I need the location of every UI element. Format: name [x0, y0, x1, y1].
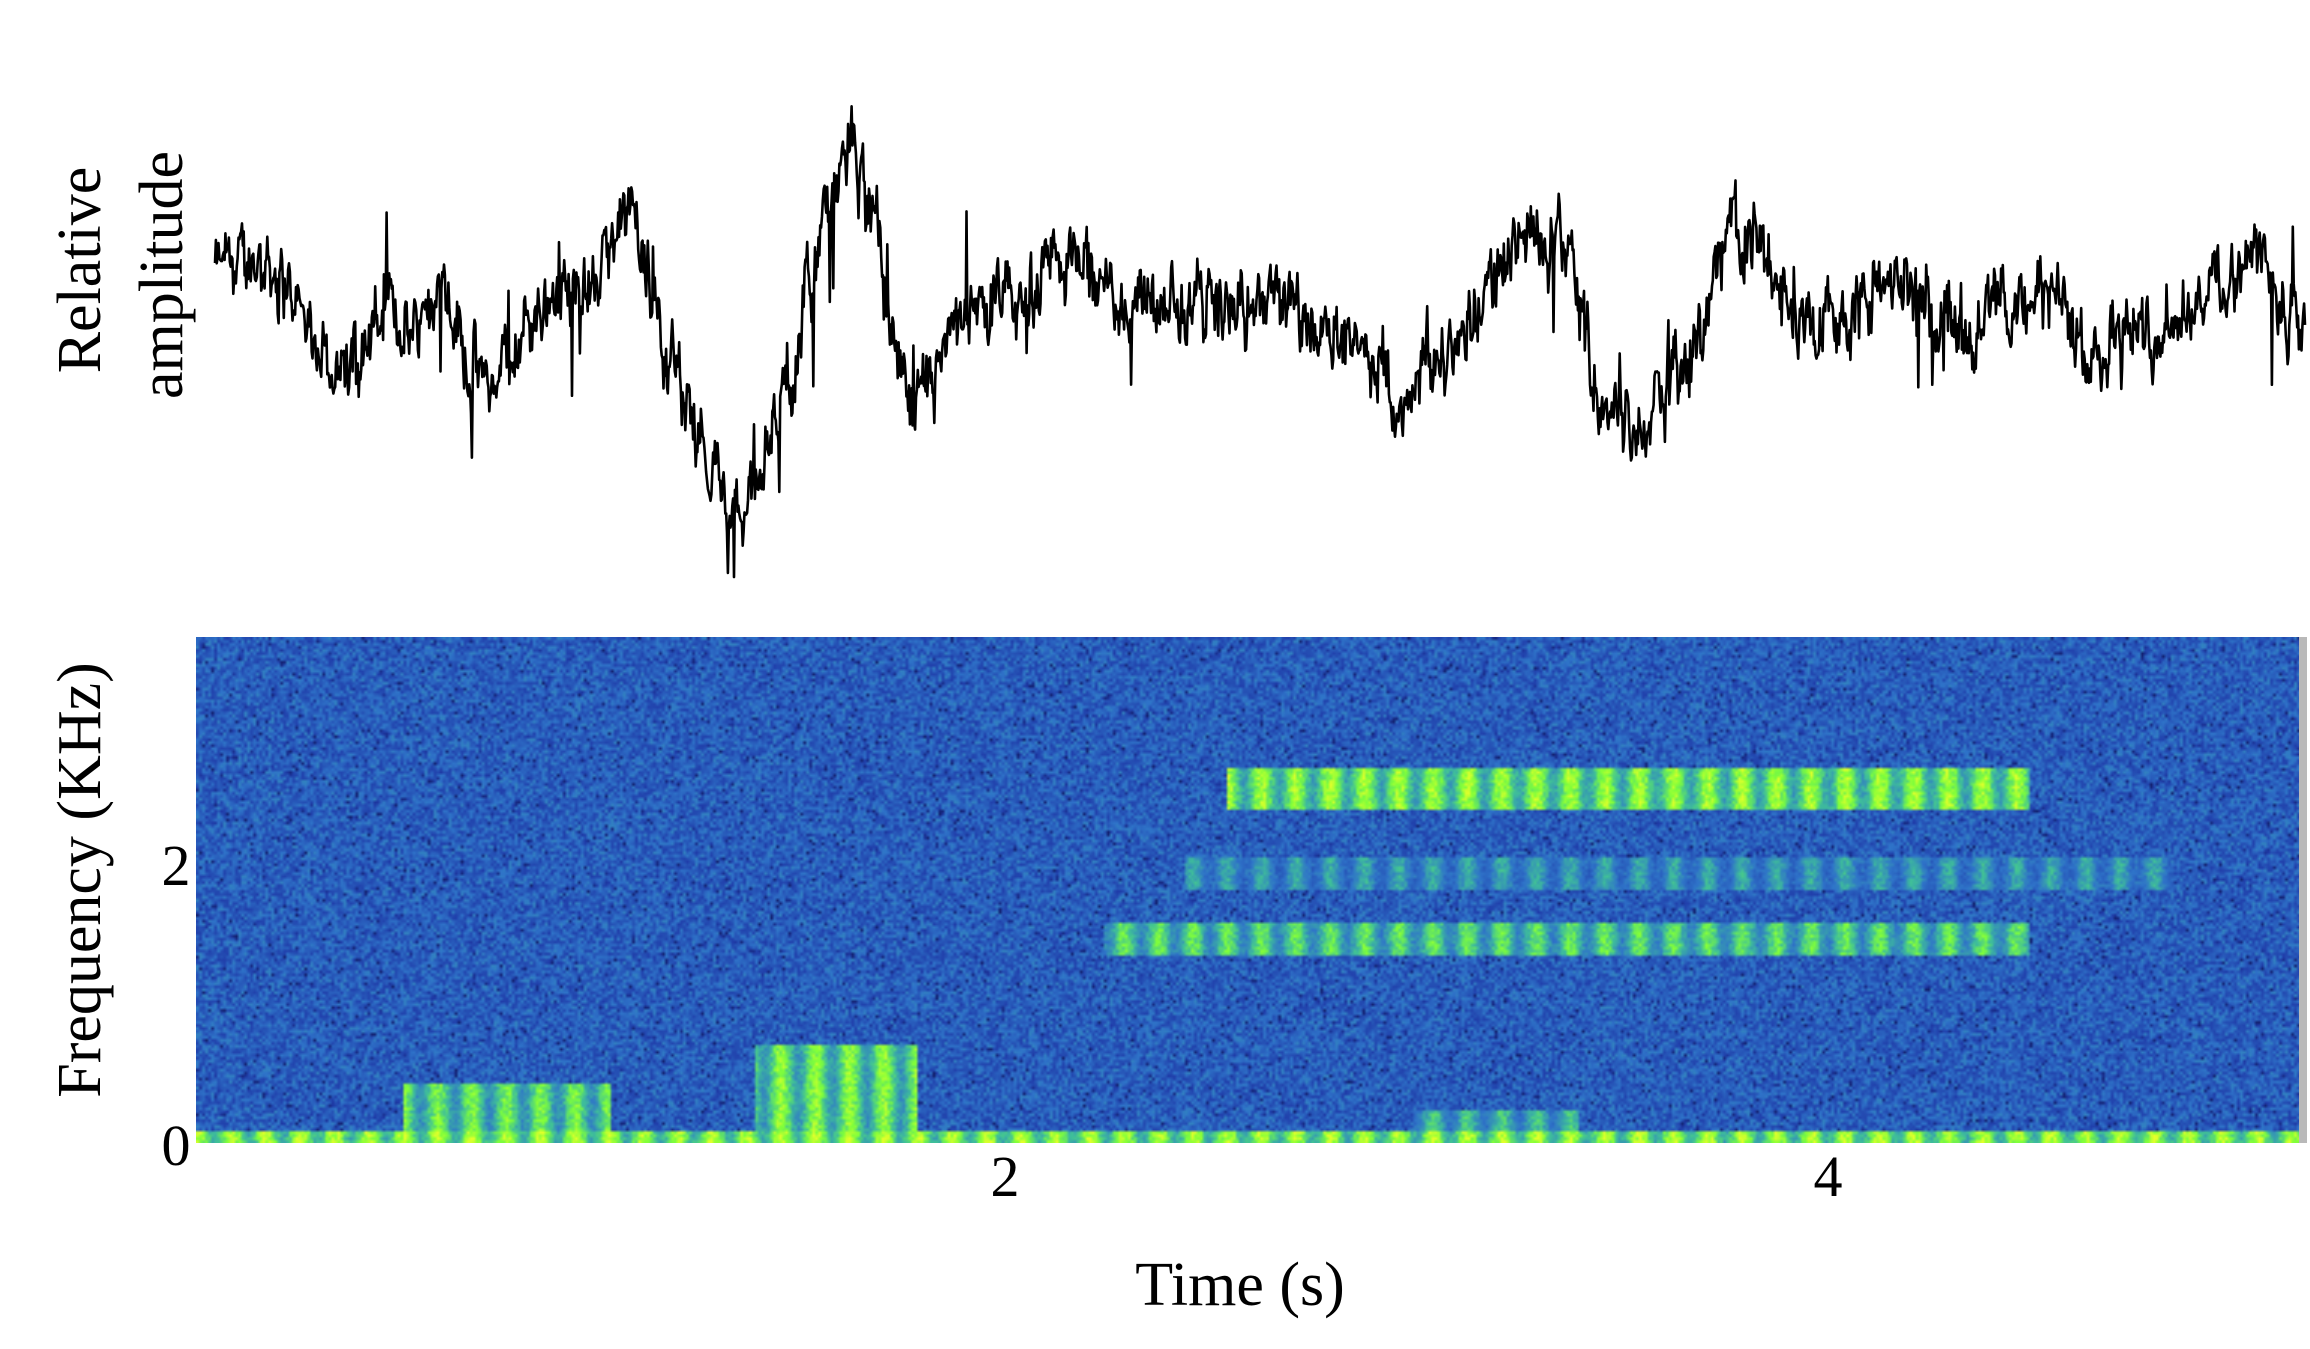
waveform-ylabel-line1: Relative — [46, 167, 114, 374]
waveform-line — [213, 105, 2307, 579]
waveform-ylabel-line2: amplitude — [128, 151, 196, 399]
spectrogram-xlabel: Time (s) — [1135, 1251, 1345, 1319]
x-tick-label-2: 2 — [991, 1144, 1020, 1209]
y-tick-label-2: 2 — [162, 833, 191, 898]
waveform-ylabel: Relative amplitude — [46, 151, 196, 399]
spectrogram-panel: Frequency (KHz) 0 2 2 4 Time (s) — [46, 637, 2307, 1319]
y-tick-label-0: 0 — [162, 1113, 191, 1178]
spectrogram-heatmap — [196, 637, 2300, 1143]
spectrogram-ylabel: Frequency (KHz) — [46, 662, 114, 1098]
x-tick-label-4: 4 — [1814, 1144, 1843, 1209]
spectrogram-right-border — [2299, 637, 2307, 1143]
waveform-panel: Relative amplitude — [46, 105, 2307, 579]
